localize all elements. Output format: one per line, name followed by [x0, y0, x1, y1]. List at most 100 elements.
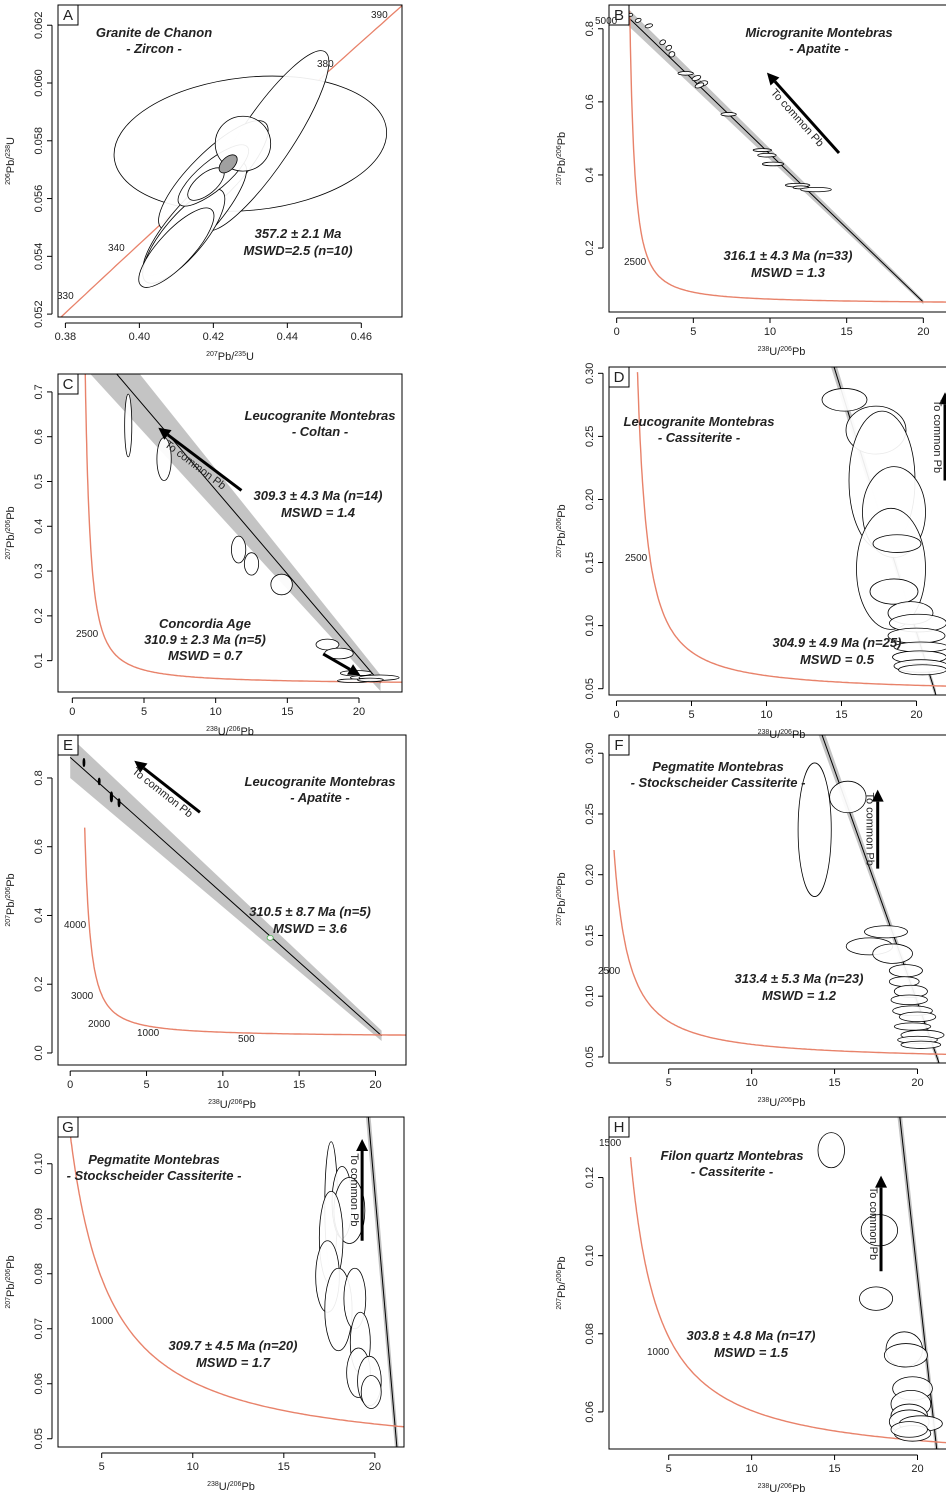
y-tick-label: 0.054: [33, 243, 45, 271]
panel-letter: E: [63, 737, 73, 754]
common-pb-arrow-head: [356, 1139, 369, 1151]
plot-frame: [57, 373, 403, 693]
data-ellipse: [890, 1421, 928, 1438]
panel-letter: A: [63, 7, 73, 24]
panel-letter: H: [614, 1119, 625, 1136]
panel-g: 5 10 15 20 0.05 0.06 0.07 0.08 0.09 0.10 238U/206P…: [5, 1116, 405, 1493]
common-pb-arrow-head: [939, 392, 946, 405]
common-pb-arrow-head: [158, 427, 172, 440]
sample-subtitle: - Cassiterite -: [658, 430, 740, 445]
y-tick-label: 0.08: [584, 1323, 596, 1344]
x-tick-label: 5: [666, 1463, 672, 1475]
concordia-curve: [67, 1117, 404, 1428]
y-tick-label: 0.15: [584, 552, 596, 573]
y-tick-label: 0.30: [584, 743, 596, 764]
data-ellipse: [97, 777, 101, 786]
data-ellipse: [869, 578, 919, 605]
concordia-curve: [84, 374, 402, 683]
mswd-label: MSWD = 1.3: [751, 265, 826, 280]
concordia-age-tick-label: 380: [317, 59, 334, 70]
y-tick-label: 0.4: [584, 167, 596, 182]
data-ellipse: [898, 1011, 937, 1023]
plot-area: [69, 736, 406, 1041]
data-ellipse: [243, 552, 260, 576]
panel-letter-box: [57, 4, 79, 26]
data-ellipse: [218, 154, 238, 174]
concordia-age-tick-label: 4000: [64, 920, 87, 931]
x-tick-label: 15: [828, 1077, 840, 1089]
x-tick-label: 10: [210, 706, 222, 718]
x-tick-label: 5: [690, 326, 696, 338]
sample-title: Filon quartz Montebras: [661, 1148, 804, 1163]
concordia-age-tick-label: 1000: [137, 1028, 160, 1039]
sample-title: Leucogranite Montebras: [245, 774, 396, 789]
y-tick-label: 0.25: [584, 803, 596, 824]
data-ellipse: [360, 1375, 382, 1409]
mswd-label: MSWD = 1.4: [281, 505, 356, 520]
panel-letter-box: [608, 1116, 630, 1138]
plot-frame: [608, 4, 946, 313]
data-ellipse: [644, 23, 653, 29]
plot-frame: [57, 734, 407, 1066]
age-label: 357.2 ± 2.1 Ma: [255, 226, 342, 241]
y-tick-label: 0.10: [584, 985, 596, 1006]
data-ellipse: [860, 1214, 899, 1247]
sample-title: Leucogranite Montebras: [245, 408, 396, 423]
y-tick-label: 0.05: [584, 678, 596, 699]
data-ellipse: [817, 1132, 845, 1169]
data-ellipse: [691, 75, 702, 82]
y-axis-label: 207Pb/206Pb: [556, 872, 568, 925]
y-axis-label: 207Pb/206Pb: [5, 873, 17, 926]
panel-letter-box: [57, 373, 79, 395]
concordia-age-tick-label: 340: [108, 243, 125, 254]
plot-area: [616, 5, 946, 305]
y-axis-label: 207Pb/206Pb: [5, 506, 17, 559]
concordia-curve: [628, 11, 946, 303]
concordia-age-tick-label: 1000: [91, 1316, 114, 1327]
y-tick-label: 0.052: [33, 300, 45, 328]
data-ellipse: [893, 1022, 932, 1031]
y-axis-label: 206Pb/238U: [5, 137, 17, 185]
sample-subtitle: - Apatite -: [789, 41, 848, 56]
common-pb-arrow-label: To common Pb: [867, 1187, 879, 1260]
y-tick-label: 0.09: [33, 1208, 45, 1229]
panel-letter: D: [614, 369, 625, 386]
data-ellipse: [864, 925, 908, 939]
y-tick-label: 0.07: [33, 1318, 45, 1339]
x-tick-label: 0: [69, 706, 75, 718]
regression-error-band: [70, 736, 382, 1041]
x-axis-label: 238U/206Pb: [206, 726, 254, 738]
x-tick-label: 20: [353, 706, 365, 718]
data-ellipse: [270, 573, 293, 596]
age-label: 303.8 ± 4.8 Ma (n=17): [687, 1328, 816, 1343]
regression-line: [116, 374, 381, 684]
data-ellipse: [694, 82, 705, 89]
concordia-age-tick-label: 330: [57, 291, 74, 302]
mswd-label: MSWD = 1.5: [714, 1345, 789, 1360]
plot-frame: [57, 4, 403, 318]
panel-letter: G: [62, 1119, 74, 1136]
x-axis-label: 207Pb/235U: [206, 351, 254, 363]
regression-error-band: [897, 1117, 939, 1449]
concordia-age-tick-label: 500: [238, 1034, 255, 1045]
x-tick-label: 20: [911, 1463, 923, 1475]
concordia-curve: [613, 850, 946, 1056]
y-axis-label: 207Pb/206Pb: [556, 504, 568, 557]
regression-line: [69, 756, 382, 1037]
y-tick-label: 0.4: [33, 519, 45, 534]
data-ellipse: [872, 534, 922, 553]
concordia-age-tick-label: 1000: [647, 1347, 670, 1358]
data-ellipse: [761, 161, 785, 167]
data-ellipse: [821, 388, 868, 412]
x-tick-label: 0.44: [277, 331, 298, 343]
panel-e: 0 5 10 15 20 0.0 0.2 0.4 0.6 0.8 238U/206Pb 207Pb/2…: [5, 734, 407, 1111]
sample-title: Microgranite Montebras: [745, 25, 892, 40]
common-pb-arrow-head: [875, 1175, 888, 1188]
data-ellipse: [659, 39, 666, 46]
x-axis-label: 238U/206Pb: [758, 1483, 806, 1495]
common-pb-arrow-shaft: [773, 80, 841, 155]
mswd-label: MSWD = 1.2: [762, 988, 837, 1003]
concordia-age-tick-label: 3000: [71, 991, 94, 1002]
y-tick-label: 0.06: [33, 1373, 45, 1394]
